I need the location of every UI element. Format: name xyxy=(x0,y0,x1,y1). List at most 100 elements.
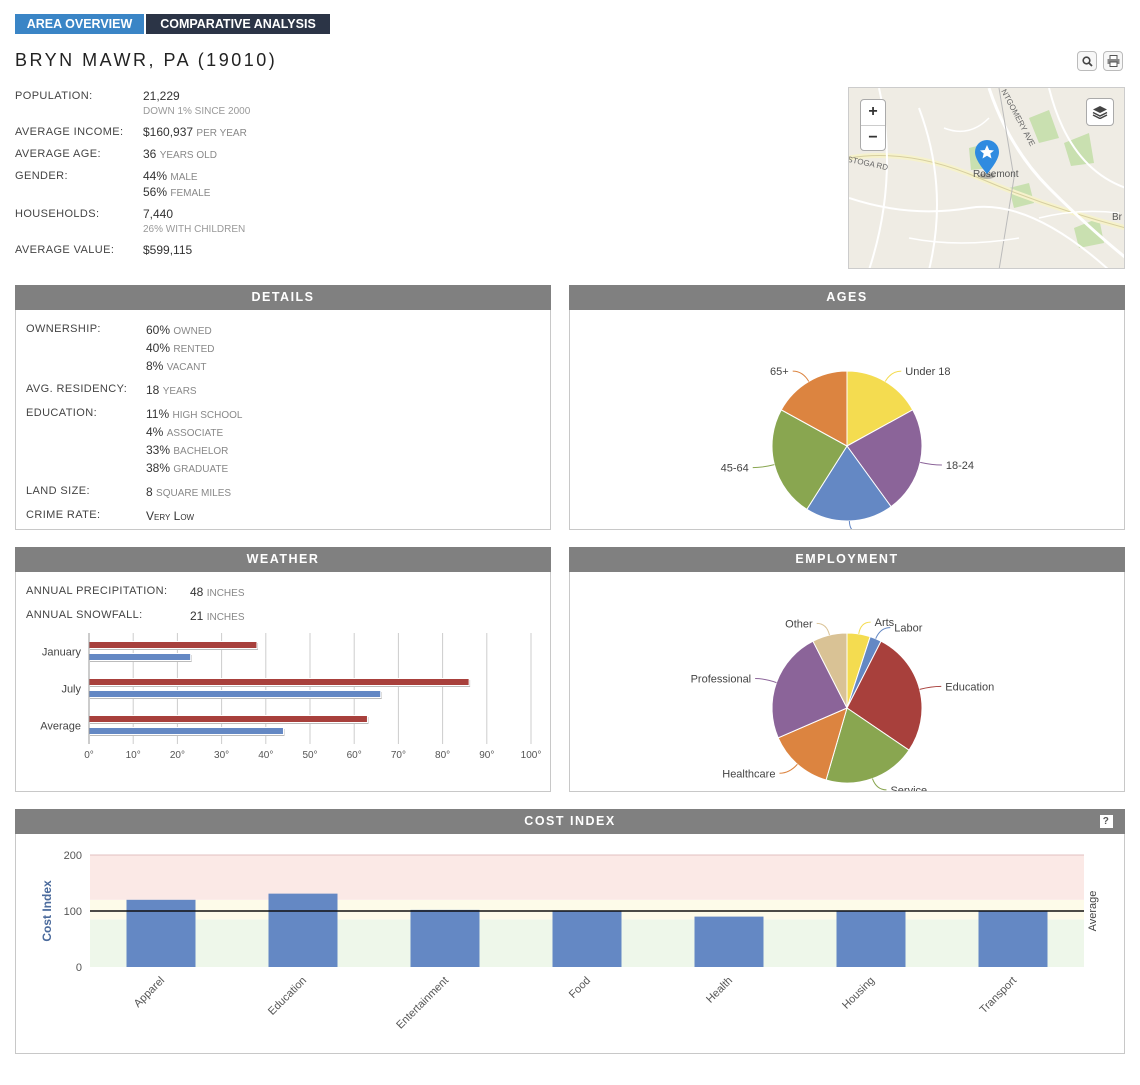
residency-label: Avg. Residency: xyxy=(26,383,128,395)
precip-value: 48 xyxy=(190,585,204,599)
edu-grad-value: 38% xyxy=(146,461,171,475)
households-value: 7,440 xyxy=(143,207,174,221)
snow-unit: inches xyxy=(206,612,245,623)
cost-band xyxy=(90,899,1084,920)
pie-label-service: Service xyxy=(890,785,927,791)
cost-x-tick: Health xyxy=(704,975,735,1006)
cost-bar xyxy=(552,910,622,967)
weather-x-tick: 20° xyxy=(170,750,185,761)
zoom-out-button[interactable]: − xyxy=(861,125,885,150)
cost-y-tick: 200 xyxy=(64,850,82,862)
crime-label: Crime Rate: xyxy=(26,509,101,521)
area-map[interactable]: Rosemont STOGA RD NTGOMERY AVE Br + − xyxy=(848,87,1125,269)
search-button[interactable] xyxy=(1077,51,1097,71)
cost-x-tick: Housing xyxy=(840,975,877,1012)
pie-slice-under-18 xyxy=(846,370,914,447)
help-button[interactable]: ? xyxy=(1100,815,1113,828)
cost-x-tick: Food xyxy=(567,975,593,1001)
cost-y-axis-label: Cost Index xyxy=(40,880,54,942)
pie-label-18-24: 18-24 xyxy=(946,460,974,472)
male-unit: male xyxy=(170,172,198,183)
weather-bar-low xyxy=(88,653,192,661)
residency-value: 18 xyxy=(146,383,160,397)
crime-value: Very Low xyxy=(146,509,195,523)
pie-connector-healthcare xyxy=(779,763,798,774)
land-label: Land Size: xyxy=(26,485,90,497)
print-button[interactable] xyxy=(1103,51,1123,71)
tab-bar: Area Overview Comparative Analysis xyxy=(15,14,330,34)
pie-slice-25-44 xyxy=(806,445,892,522)
pie-label-arts: Arts xyxy=(875,617,895,629)
rented-unit: rented xyxy=(173,344,215,355)
pie-slice-18-24 xyxy=(846,409,923,508)
cost-index-panel: Cost Index ? 0 100 200 Cost Index Apparel Edu… xyxy=(15,809,1125,1054)
gender-label: Gender: xyxy=(15,170,68,182)
cost-bar xyxy=(836,910,906,967)
map-label-br: Br xyxy=(1112,212,1123,223)
pie-label-under-18: Under 18 xyxy=(905,366,950,378)
layers-icon xyxy=(1092,106,1108,119)
pie-connector-18-24 xyxy=(920,461,942,466)
population-value: 21,229 xyxy=(143,89,180,103)
income-label: Average Income: xyxy=(15,126,124,138)
tab-comparative-analysis[interactable]: Comparative Analysis xyxy=(146,14,330,34)
cost-bar xyxy=(978,910,1048,967)
pie-connector-45-64 xyxy=(752,464,775,469)
pie-connector-professional xyxy=(755,678,777,684)
households-label: Households: xyxy=(15,208,100,220)
edu-grad-unit: graduate xyxy=(173,464,229,475)
employment-panel: Employment Arts Labor Education Service Heal… xyxy=(569,547,1125,792)
average-value: $599,115 xyxy=(143,243,193,257)
precip-unit: inches xyxy=(206,588,245,599)
weather-bar-low xyxy=(88,727,284,735)
pie-label-other: Other xyxy=(785,618,813,630)
education-label: Education: xyxy=(26,407,98,419)
pie-label-45-64: 45-64 xyxy=(721,463,749,475)
age-unit: years old xyxy=(159,150,217,161)
vacant-value: 8% xyxy=(146,359,164,373)
residency-unit: years xyxy=(162,386,197,397)
map-marker-icon[interactable] xyxy=(975,140,999,179)
cost-y-tick: 0 xyxy=(76,962,82,974)
weather-x-tick: 80° xyxy=(435,750,450,761)
pie-label-healthcare: Healthcare xyxy=(722,768,775,780)
ages-panel: Ages Under 18 18-24 25-44 45-64 65+ xyxy=(569,285,1125,530)
pie-connector-education xyxy=(919,685,942,690)
pie-connector-service xyxy=(871,778,887,791)
weather-category-label: July xyxy=(61,684,81,696)
population-change: Down 1% since 2000 xyxy=(143,106,251,117)
edu-hs-unit: high school xyxy=(172,410,243,421)
search-icon xyxy=(1081,55,1093,67)
cost-x-tick: Education xyxy=(266,975,309,1018)
edu-hs-value: 11% xyxy=(146,407,170,421)
vacant-unit: vacant xyxy=(166,362,207,373)
page-title: BRYN MAWR, PA (19010) xyxy=(15,50,278,70)
owned-value: 60% xyxy=(146,323,171,337)
pie-label-education: Education xyxy=(945,681,994,693)
cost-y-tick: 100 xyxy=(64,906,82,918)
weather-bar-high xyxy=(88,641,258,649)
income-unit: per year xyxy=(196,128,247,139)
map-zoom-control: + − xyxy=(860,99,886,151)
weather-title: Weather xyxy=(15,547,551,572)
map-layers-button[interactable] xyxy=(1086,98,1114,126)
weather-x-tick: 30° xyxy=(214,750,229,761)
pie-connector-65- xyxy=(792,370,810,382)
weather-x-tick: 40° xyxy=(258,750,273,761)
zoom-in-button[interactable]: + xyxy=(868,103,878,120)
weather-category-label: Average xyxy=(40,721,81,733)
weather-panel: Weather Annual Precipitation: 48 inches … xyxy=(15,547,551,792)
tab-area-overview[interactable]: Area Overview xyxy=(15,14,144,34)
weather-x-tick: 50° xyxy=(302,750,317,761)
pie-connector-under-18 xyxy=(884,370,902,382)
pie-label-labor: Labor xyxy=(894,623,922,635)
map-tiles: Rosemont STOGA RD NTGOMERY AVE Br xyxy=(849,88,1124,268)
employment-title: Employment xyxy=(569,547,1125,572)
weather-x-tick: 60° xyxy=(347,750,362,761)
edu-bach-value: 33% xyxy=(146,443,171,457)
pie-slice-65- xyxy=(780,370,848,447)
pie-label-65-: 65+ xyxy=(770,366,789,378)
weather-bar-low xyxy=(88,690,382,698)
age-value: 36 xyxy=(143,147,157,161)
land-unit: square miles xyxy=(156,488,232,499)
